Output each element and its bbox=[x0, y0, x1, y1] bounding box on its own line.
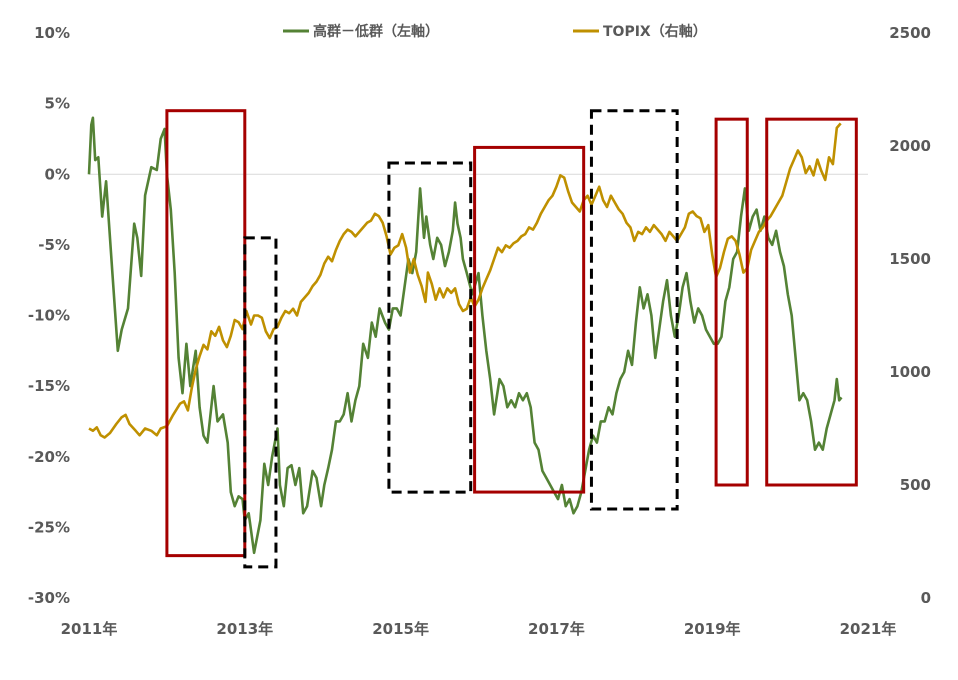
x-tick-label-0: 2011年 bbox=[61, 620, 118, 638]
series-line-1 bbox=[88, 122, 842, 439]
left-tick-label-1: 5% bbox=[45, 95, 70, 113]
left-axis: 10% 5% 0% -5% -10% -15% -20% -25% -30% bbox=[28, 24, 70, 607]
right-axis: 2500 2000 1500 1000 500 0 bbox=[889, 24, 931, 607]
left-tick-label-8: -30% bbox=[28, 589, 70, 607]
legend: 高群－低群（左軸） TOPIX（右軸） bbox=[283, 23, 707, 40]
left-tick-label-0: 10% bbox=[34, 24, 70, 42]
left-tick-label-5: -15% bbox=[28, 377, 70, 395]
solid-box-5 bbox=[714, 117, 749, 487]
x-tick-label-1: 2013年 bbox=[216, 620, 273, 638]
dashed-box-2 bbox=[387, 161, 473, 494]
solid-box-3 bbox=[473, 145, 586, 494]
right-tick-label-4: 500 bbox=[900, 476, 931, 494]
x-tick-label-4: 2019年 bbox=[684, 620, 741, 638]
left-tick-label-4: -10% bbox=[28, 307, 70, 325]
right-tick-label-3: 1000 bbox=[889, 363, 931, 381]
legend-label-series-0: 高群－低群（左軸） bbox=[313, 23, 439, 40]
left-tick-label-3: -5% bbox=[38, 236, 70, 254]
series-line-0 bbox=[87, 116, 843, 555]
dashed-box-4 bbox=[589, 109, 679, 511]
left-tick-label-7: -25% bbox=[28, 518, 70, 536]
x-tick-label-5: 2021年 bbox=[840, 620, 897, 638]
right-tick-label-1: 2000 bbox=[889, 137, 931, 155]
x-axis: 2011年 2013年 2015年 2017年 2019年 2021年 bbox=[61, 620, 897, 638]
right-tick-label-2: 1500 bbox=[889, 250, 931, 268]
x-tick-label-3: 2017年 bbox=[528, 620, 585, 638]
series-layer bbox=[87, 116, 843, 555]
dashed-box-1 bbox=[243, 236, 278, 569]
legend-label-series-1: TOPIX（右軸） bbox=[603, 23, 707, 40]
x-tick-label-2: 2015年 bbox=[372, 620, 429, 638]
right-tick-label-0: 2500 bbox=[889, 24, 931, 42]
solid-box-6 bbox=[765, 117, 858, 487]
left-tick-label-6: -20% bbox=[28, 448, 70, 466]
annotation-layer bbox=[165, 109, 858, 569]
left-tick-label-2: 0% bbox=[45, 165, 70, 183]
right-tick-label-5: 0 bbox=[921, 589, 931, 607]
